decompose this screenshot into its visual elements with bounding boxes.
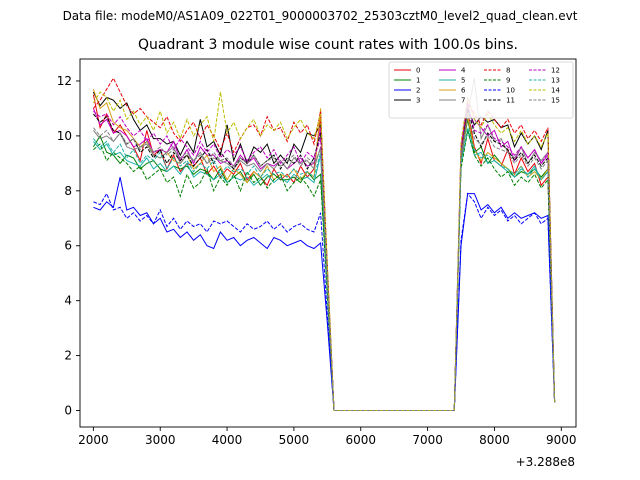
axes-frame bbox=[79, 58, 577, 428]
legend-label-11: 11 bbox=[506, 97, 515, 105]
series-line-2 bbox=[93, 176, 556, 411]
series-line-0 bbox=[92, 94, 556, 411]
series-line-4 bbox=[92, 97, 556, 411]
y-tick-label: 0 bbox=[64, 404, 72, 418]
legend-label-12: 12 bbox=[551, 67, 560, 75]
series-line-3 bbox=[92, 91, 556, 411]
y-tick-label: 12 bbox=[57, 74, 72, 88]
series-line-15 bbox=[93, 113, 556, 411]
legend-label-6: 6 bbox=[461, 87, 466, 95]
legend-label-9: 9 bbox=[506, 77, 510, 85]
y-tick-label: 6 bbox=[64, 239, 72, 253]
legend-label-2: 2 bbox=[416, 87, 420, 95]
series-line-9 bbox=[93, 130, 556, 411]
figure-suptitle: Data file: modeM0/AS1A09_022T01_90000037… bbox=[63, 9, 578, 23]
series-line-10 bbox=[93, 192, 556, 411]
legend-label-14: 14 bbox=[551, 87, 560, 95]
legend-label-13: 13 bbox=[551, 77, 560, 85]
y-tick-label: 4 bbox=[64, 294, 72, 308]
y-tick-label: 8 bbox=[64, 184, 72, 198]
legend-label-1: 1 bbox=[416, 77, 420, 85]
x-offset-label: +3.288e8 bbox=[516, 455, 575, 469]
y-tick-label: 2 bbox=[64, 349, 72, 363]
x-tick-label: 3000 bbox=[145, 433, 176, 447]
legend-label-10: 10 bbox=[506, 87, 515, 95]
chart-title: Quadrant 3 module wise count rates with … bbox=[138, 37, 518, 53]
x-tick-label: 5000 bbox=[279, 433, 310, 447]
series-line-11 bbox=[93, 108, 556, 411]
x-tick-label: 7000 bbox=[412, 433, 443, 447]
x-tick-label: 6000 bbox=[345, 433, 376, 447]
axes: 2000 3000 4000 5000 6000 7000 8000 900002468101… bbox=[57, 58, 577, 447]
x-tick-label: 2000 bbox=[78, 433, 109, 447]
legend-label-3: 3 bbox=[416, 97, 420, 105]
legend-label-4: 4 bbox=[461, 67, 466, 75]
x-tick-label: 9000 bbox=[546, 433, 577, 447]
x-tick-label: 8000 bbox=[479, 433, 510, 447]
legend-label-8: 8 bbox=[506, 67, 510, 75]
x-tick-label: 4000 bbox=[212, 433, 243, 447]
legend-label-5: 5 bbox=[461, 77, 465, 85]
y-tick-label: 10 bbox=[57, 129, 72, 143]
legend-label-15: 15 bbox=[551, 97, 560, 105]
legend-label-0: 0 bbox=[416, 67, 420, 75]
legend-label-7: 7 bbox=[461, 97, 465, 105]
legend-box bbox=[388, 61, 574, 119]
plot-area bbox=[92, 77, 556, 411]
series-line-14 bbox=[92, 91, 556, 411]
